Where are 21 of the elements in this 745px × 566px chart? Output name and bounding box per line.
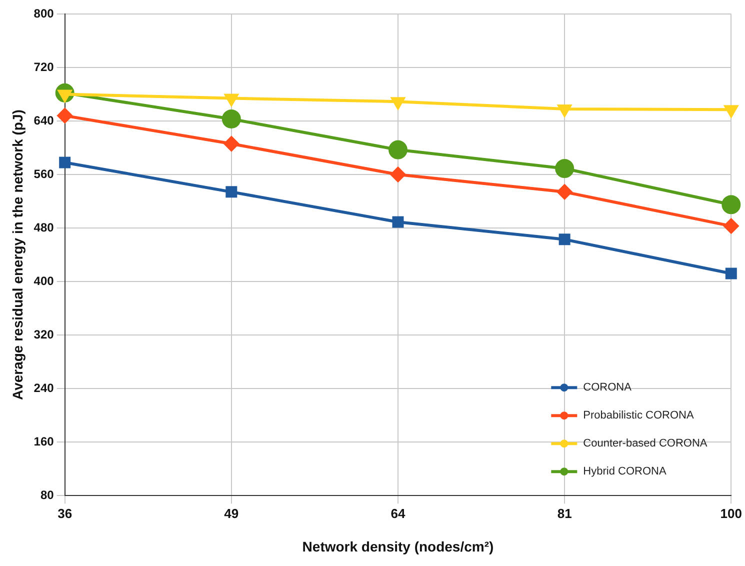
y-tick-label: 80 (40, 488, 54, 502)
x-axis-title: Network density (nodes/cm²) (302, 538, 494, 554)
y-tick-label: 400 (34, 274, 54, 288)
legend-label: Probabilistic CORONA (583, 410, 694, 422)
x-tick-label: 49 (224, 506, 239, 521)
y-tick-label: 320 (34, 327, 54, 342)
x-tick-label: 100 (720, 506, 742, 521)
y-tick-label: 720 (34, 60, 54, 74)
y-axis-title: Average residual energy in the network (pJ) (9, 110, 26, 400)
legend-label: CORONA (583, 382, 632, 394)
x-tick-label: 36 (58, 506, 72, 521)
y-tick-label: 560 (34, 166, 54, 181)
legend-label: Hybrid CORONA (583, 466, 667, 478)
y-tick-label: 160 (34, 434, 54, 448)
y-tick-label: 640 (34, 113, 54, 128)
y-tick-label: 240 (34, 380, 54, 395)
x-tick-label: 81 (557, 506, 572, 521)
x-tick-label: 64 (390, 506, 406, 521)
y-tick-label: 480 (34, 220, 54, 234)
y-tick-label: 800 (34, 6, 54, 20)
legend-label: Counter-based CORONA (583, 438, 708, 450)
